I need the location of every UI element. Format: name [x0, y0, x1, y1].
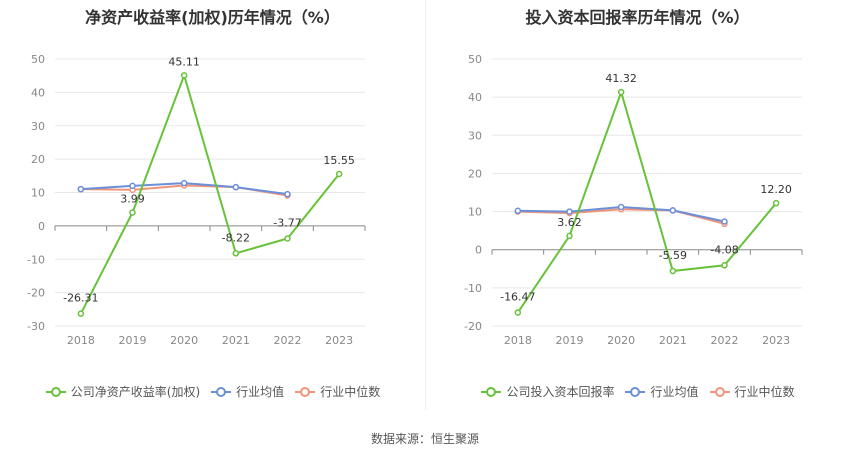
legend-label: 行业中位数 [320, 385, 381, 399]
x-tick-label: 2019 [556, 334, 584, 347]
data-label: 45.11 [168, 55, 200, 68]
x-tick-label: 2018 [504, 334, 532, 347]
data-point-company[interactable] [129, 209, 136, 216]
data-point-company[interactable] [180, 72, 188, 79]
roic-chart-panel: 投入资本回报率历年情况（%） 50 40 30 20 10 0 -10 -20 2018 2019… [425, 0, 850, 410]
legend-line-icon [211, 386, 232, 397]
data-point-company[interactable] [77, 310, 85, 317]
legend-label: 行业均值 [236, 385, 285, 399]
y-tick-label: -10 [464, 282, 482, 295]
y-tick-label: 50 [468, 53, 482, 66]
data-point-company[interactable] [284, 235, 291, 242]
data-source-note: 数据来源：恒生聚源 [370, 432, 479, 446]
data-point-avg[interactable] [77, 185, 85, 193]
data-point-avg[interactable] [669, 207, 677, 214]
legend-label: 行业均值 [650, 385, 699, 399]
data-point-company[interactable] [232, 250, 240, 257]
y-tick-label: -20 [464, 320, 482, 333]
panel-divider [425, 0, 426, 410]
data-point-company[interactable] [617, 88, 625, 96]
data-label: -16.47 [500, 291, 535, 304]
legend-line-icon [709, 386, 730, 397]
data-point-company[interactable] [669, 267, 677, 275]
chart-legend: 公司投入资本回报率 行业均值 行业中位数 [425, 383, 850, 400]
roe-chart-panel: 净资产收益率(加权)历年情况（%） 50 40 30 20 10 0 -10 -20 -30 20… [0, 0, 425, 410]
legend-item-company[interactable]: 公司净资产收益率(加权) [45, 383, 200, 400]
chart-title: 净资产收益率(加权)历年情况（%） [85, 8, 340, 27]
data-label: -26.31 [63, 292, 98, 305]
x-tick-label: 2021 [222, 334, 250, 347]
x-tick-label: 2018 [67, 334, 95, 347]
data-point-avg[interactable] [514, 207, 522, 215]
legend-label: 行业中位数 [734, 385, 795, 399]
data-point-company[interactable] [335, 170, 343, 178]
y-tick-label: 40 [468, 91, 482, 104]
legend-item-company[interactable]: 公司投入资本回报率 [480, 383, 614, 400]
y-tick-label: -20 [27, 287, 45, 300]
data-point-avg[interactable] [721, 218, 728, 225]
chart-title: 投入资本回报率历年情况（%） [525, 8, 750, 27]
legend-item-industry-average[interactable]: 行业均值 [210, 383, 284, 400]
legend-item-industry-median[interactable]: 行业中位数 [709, 383, 795, 400]
data-point-company[interactable] [721, 262, 728, 269]
legend-label: 公司净资产收益率(加权) [70, 385, 201, 399]
legend-item-industry-median[interactable]: 行业中位数 [294, 383, 380, 400]
y-tick-label: 0 [38, 220, 45, 233]
data-label: -5.59 [659, 249, 687, 262]
data-point-company[interactable] [514, 309, 522, 316]
y-tick-label: 10 [468, 206, 482, 219]
data-point-avg[interactable] [129, 182, 136, 190]
y-tick-label: 30 [468, 129, 482, 142]
data-point-avg[interactable] [617, 203, 625, 211]
y-tick-label: 10 [31, 187, 45, 200]
data-point-avg[interactable] [232, 183, 240, 191]
y-tick-label: 0 [475, 244, 482, 257]
data-label: 3.62 [557, 216, 582, 229]
data-label: 41.32 [605, 72, 637, 85]
data-label: 3.99 [120, 193, 145, 206]
y-tick-label: 50 [31, 53, 45, 66]
legend-line-icon [481, 386, 502, 397]
data-label: -8.22 [222, 231, 250, 244]
y-tick-label: -30 [27, 320, 45, 333]
legend-label: 公司投入资本回报率 [506, 385, 615, 399]
x-tick-label: 2022 [274, 334, 302, 347]
x-tick-label: 2019 [119, 334, 147, 347]
x-tick-label: 2023 [325, 334, 353, 347]
roic-chart: 50 40 30 20 10 0 -10 -20 2018 2019 2020 2021 2022 202… [464, 53, 803, 347]
data-label: -3.77 [273, 216, 301, 229]
data-point-avg[interactable] [566, 208, 573, 215]
y-tick-label: 20 [468, 167, 482, 180]
data-point-company[interactable] [772, 199, 780, 207]
legend-line-icon [295, 386, 316, 397]
data-point-avg[interactable] [284, 190, 291, 198]
data-label: -4.08 [710, 243, 738, 256]
data-label: 12.20 [760, 183, 792, 196]
x-tick-label: 2020 [607, 334, 635, 347]
y-tick-label: 20 [31, 153, 45, 166]
x-tick-label: 2020 [170, 334, 198, 347]
x-tick-label: 2023 [762, 334, 790, 347]
chart-legend: 公司净资产收益率(加权) 行业均值 行业中位数 [0, 383, 425, 400]
series-line-company [517, 88, 777, 314]
legend-line-icon [625, 386, 646, 397]
legend-item-industry-average[interactable]: 行业均值 [624, 383, 699, 400]
y-tick-label: 30 [31, 120, 45, 133]
roe-chart: 50 40 30 20 10 0 -10 -20 -30 2018 2019 2020 2021 2022… [27, 53, 366, 347]
series-line-company [79, 72, 340, 315]
y-tick-label: -10 [27, 253, 45, 266]
y-tick-label: 40 [31, 86, 45, 99]
x-tick-label: 2022 [711, 334, 739, 347]
data-point-company[interactable] [566, 232, 573, 240]
legend-line-icon [45, 386, 66, 397]
x-tick-label: 2021 [659, 334, 687, 347]
data-label: 15.55 [323, 154, 355, 167]
data-point-avg[interactable] [180, 179, 188, 187]
